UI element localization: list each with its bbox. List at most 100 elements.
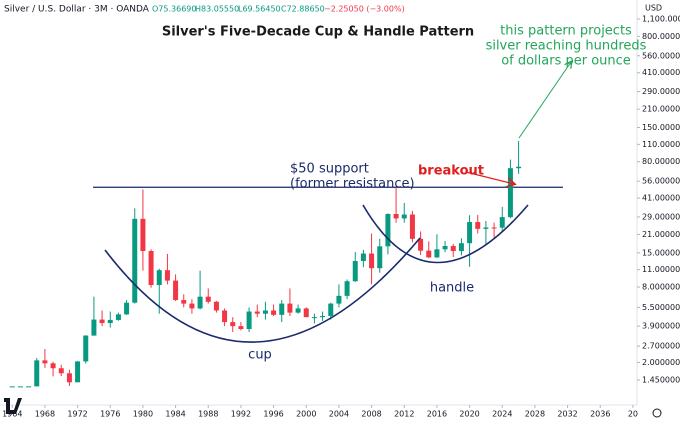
x-tick-label: 2012 [394, 410, 414, 419]
candle-body [475, 222, 481, 229]
candle-body [369, 253, 375, 269]
candle-body [262, 310, 268, 314]
candle-body [418, 238, 424, 251]
candle-body [42, 360, 48, 364]
candle-body [328, 303, 334, 316]
candle-body [66, 373, 72, 383]
cup-annotation: cup [248, 348, 272, 363]
x-tick-label: 1964 [2, 410, 22, 419]
y-axis-label: USD [645, 4, 662, 13]
candle-body [115, 314, 121, 320]
y-tick-label: 290.000000 [642, 87, 680, 96]
y-tick-label: 560.000000 [642, 51, 680, 60]
x-tick-label: 2008 [361, 410, 381, 419]
candle-body [124, 302, 130, 315]
x-tick-label: 2020 [459, 410, 479, 419]
candle-body [385, 214, 391, 247]
candle-body [516, 166, 522, 169]
candle-body [91, 319, 97, 336]
y-tick-label: 410.000000 [642, 68, 680, 77]
support-annotation: $50 support [290, 162, 369, 177]
candle-body [222, 310, 228, 323]
candle-body [303, 308, 309, 318]
candle-body [75, 361, 81, 383]
candle-body [107, 319, 113, 324]
candle-body [458, 243, 464, 252]
header-high: H83.05550 [195, 5, 239, 14]
y-tick-label: 80.000000 [642, 157, 680, 166]
handle-annotation: handle [430, 281, 474, 296]
candle-body [9, 386, 15, 388]
candle-body [34, 360, 40, 387]
y-tick-label: 15.000000 [642, 248, 680, 257]
candle-body [58, 368, 64, 374]
y-tick-label: 210.000000 [642, 105, 680, 114]
projection-annotation: silver reaching hundreds [486, 39, 647, 54]
chart-title: Silver's Five-Decade Cup & Handle Patter… [162, 25, 474, 40]
y-tick-label: 3.900000 [642, 322, 680, 331]
x-tick-label: 2004 [329, 410, 349, 419]
candle-body [393, 214, 399, 219]
candle-body [344, 281, 350, 296]
candle-body [238, 326, 244, 330]
header-change: −2.25050 (−3.00%) [324, 5, 405, 14]
x-tick-label: 1980 [133, 410, 153, 419]
candle-body [189, 303, 195, 309]
candle-body [336, 295, 342, 304]
x-tick-label: 1984 [165, 410, 185, 419]
plot-area [9, 140, 563, 388]
candle-body [409, 214, 415, 239]
x-tick-label: 20 [628, 410, 638, 419]
candle-body [99, 319, 105, 324]
x-tick-label: 2032 [557, 410, 577, 419]
candle-body [205, 296, 211, 302]
candle-body [491, 227, 497, 229]
header-close: C72.88650 [281, 5, 325, 14]
candle-body [246, 311, 252, 330]
handle-arc [362, 204, 529, 264]
x-tick-label: 2000 [296, 410, 316, 419]
candle-body [467, 222, 473, 244]
y-tick-label: 1,100.000000 [642, 15, 680, 24]
x-tick-label: 1996 [263, 410, 283, 419]
candle-body [287, 303, 293, 313]
y-tick-label: 41.000000 [642, 194, 680, 203]
y-tick-label: 2.700000 [642, 342, 680, 351]
y-tick-label: 150.000000 [642, 123, 680, 132]
y-tick-label: 21.000000 [642, 230, 680, 239]
projection-annotation: of dollars per ounce [501, 54, 631, 69]
candle-body [173, 280, 179, 301]
x-tick-label: 1968 [35, 410, 55, 419]
x-tick-label: 1972 [67, 410, 87, 419]
candle-body [197, 296, 203, 309]
candle-body [156, 270, 162, 286]
tv-logo [4, 398, 22, 414]
candle-body [213, 301, 219, 311]
x-tick-label: 2024 [492, 410, 512, 419]
candle-body [17, 386, 23, 388]
candle-body [295, 308, 301, 313]
y-tick-label: 8.000000 [642, 283, 680, 292]
x-tick-label: 1992 [231, 410, 251, 419]
candle-body [483, 227, 489, 229]
y-tick-label: 11.000000 [642, 265, 680, 274]
candle-body [132, 218, 138, 303]
y-tick-label: 2.000000 [642, 358, 680, 367]
settings-icon[interactable] [652, 408, 662, 418]
y-tick-label: 800.000000 [642, 32, 680, 41]
y-tick-label: 56.000000 [642, 177, 680, 186]
header-symbol: Silver / U.S. Dollar · 3M · OANDA [4, 5, 150, 15]
y-tick-label: 110.000000 [642, 140, 680, 149]
candle-body [507, 168, 513, 218]
header-open: O75.36690 [152, 5, 196, 14]
x-tick-label: 1988 [198, 410, 218, 419]
breakout-annotation: breakout [418, 164, 484, 179]
projection-arrow [518, 62, 571, 139]
y-tick-label: 1.450000 [642, 375, 680, 384]
candle-body [50, 363, 56, 369]
candle-body [499, 217, 505, 228]
candle-body [434, 249, 440, 258]
candle-body [401, 214, 407, 219]
